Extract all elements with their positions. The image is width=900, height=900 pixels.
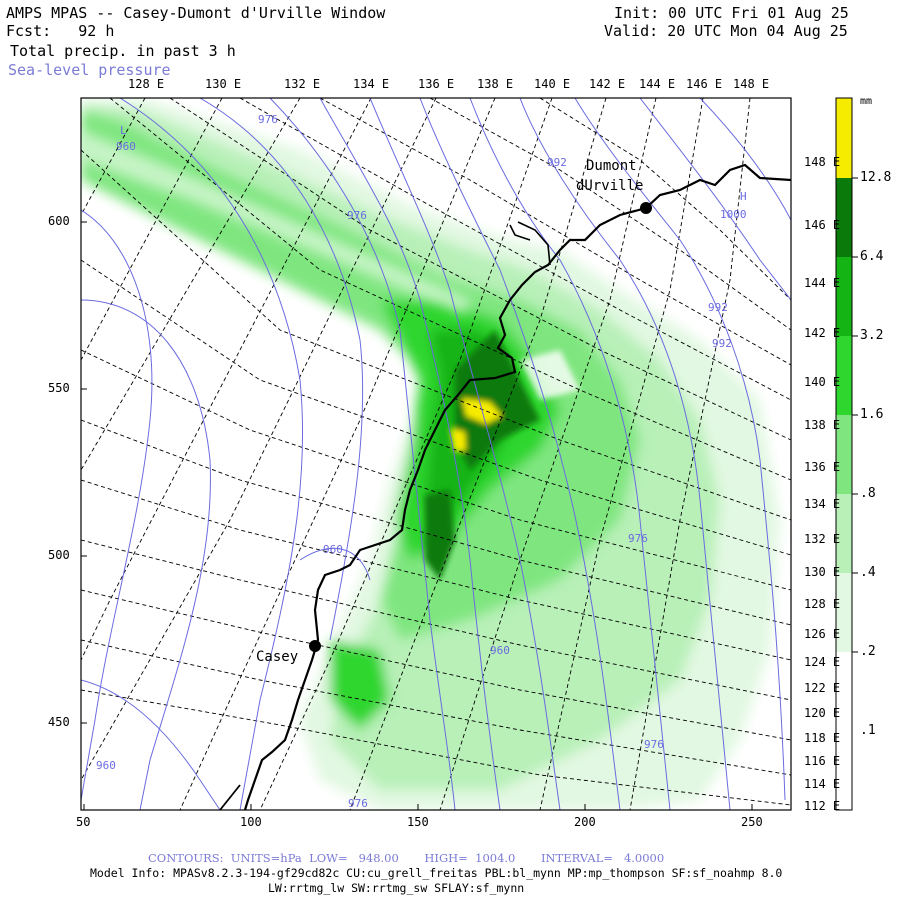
right-lon-label: 116 E	[804, 754, 841, 768]
y-tick-label: 450	[48, 715, 70, 729]
right-lon-label: 134 E	[804, 497, 841, 511]
top-lon-label: 138 E	[477, 77, 514, 91]
right-lon-label: 132 E	[804, 532, 841, 546]
top-lon-label: 134 E	[353, 77, 390, 91]
colorbar-level: 1.6	[860, 407, 884, 422]
right-lon-label: 124 E	[804, 655, 841, 669]
right-lon-label: 138 E	[804, 418, 841, 432]
colorbar-level: 12.8	[860, 170, 892, 185]
colorbar-level: 6.4	[860, 249, 884, 264]
right-lon-label: 128 E	[804, 597, 841, 611]
contour-label: 960	[116, 140, 136, 153]
right-lon-label: 120 E	[804, 706, 841, 720]
right-lon-label: 122 E	[804, 681, 841, 695]
right-lon-label: 148 E	[804, 155, 841, 169]
contour-label: 976	[347, 209, 367, 222]
right-lon-label: 140 E	[804, 375, 841, 389]
coastline	[243, 163, 791, 810]
right-lon-label: 118 E	[804, 731, 841, 745]
right-lon-label: 146 E	[804, 218, 841, 232]
x-tick-label: 100	[240, 815, 262, 829]
colorbar-level: .4	[860, 565, 876, 580]
station-label-dumont-line2: dUrville	[576, 178, 644, 194]
pressure-contours	[81, 98, 791, 810]
x-tick-label: 200	[574, 815, 596, 829]
y-tick-label: 500	[48, 548, 70, 562]
model-info-line2: LW:rrtmg_lw SW:rrtmg_sw SFLAY:sf_mynn	[268, 881, 525, 895]
contour-label: 976	[644, 738, 664, 751]
top-lon-label: 142 E	[589, 77, 626, 91]
contour-label: 992	[547, 156, 567, 169]
station-marker-casey	[309, 640, 321, 652]
valid-time: Valid: 20 UTC Mon 04 Aug 25	[604, 22, 848, 40]
contour-label: 960	[96, 759, 116, 772]
contour-label: 960	[323, 543, 343, 556]
right-lon-label: 142 E	[804, 326, 841, 340]
colorbar-level: .2	[860, 644, 876, 659]
right-lon-label: 130 E	[804, 565, 841, 579]
top-lon-label: 128 E	[128, 77, 165, 91]
pressure-center-label: L	[120, 124, 127, 137]
station-label-dumont: Dumont	[586, 158, 637, 174]
field-label: Total precip. in past 3 h	[10, 42, 236, 60]
map-title: AMPS MPAS -- Casey-Dumont d'Urville Wind…	[6, 4, 386, 22]
x-tick-label: 250	[741, 815, 763, 829]
top-lon-label: 130 E	[205, 77, 242, 91]
y-tick-label: 550	[48, 381, 70, 395]
x-tick-label: 50	[76, 815, 91, 829]
contour-label: 992	[712, 337, 732, 350]
colorbar-unit: mm	[860, 96, 873, 107]
graticule	[81, 98, 791, 810]
x-tick-label: 150	[407, 815, 429, 829]
station-label-casey: Casey	[256, 649, 299, 665]
contours-info: CONTOURS: UNITS=hPa LOW= 948.00 HIGH= 10…	[148, 851, 665, 865]
init-time: Init: 00 UTC Fri 01 Aug 25	[614, 4, 849, 22]
colorbar-level: 3.2	[860, 328, 884, 343]
station-marker-dumont	[640, 202, 652, 214]
contour-label: 976	[348, 797, 368, 810]
forecast-hour: Fcst: 92 h	[6, 22, 115, 40]
map-frame	[80, 97, 792, 811]
top-lon-label: 136 E	[418, 77, 455, 91]
contour-label: 992	[708, 301, 728, 314]
top-lon-label: 140 E	[534, 77, 571, 91]
right-lon-label: 112 E	[804, 799, 841, 813]
contour-label: 976	[258, 113, 278, 126]
right-lon-label: 136 E	[804, 460, 841, 474]
right-lon-label: 114 E	[804, 777, 841, 791]
top-lon-label: 144 E	[639, 77, 676, 91]
colorbar-level: .8	[860, 486, 876, 501]
top-lon-label: 146 E	[686, 77, 723, 91]
contour-label: 960	[490, 644, 510, 657]
y-tick-label: 600	[48, 214, 70, 228]
pressure-center-label: H	[740, 190, 747, 203]
contour-field-label: Sea-level pressure	[8, 61, 171, 79]
top-lon-label: 148 E	[733, 77, 770, 91]
colorbar	[835, 97, 858, 811]
contour-label: 1000	[720, 208, 747, 221]
colorbar-level: .1	[860, 723, 876, 738]
right-lon-label: 126 E	[804, 627, 841, 641]
top-lon-label: 132 E	[284, 77, 321, 91]
right-lon-label: 144 E	[804, 276, 841, 290]
contour-label: 976	[628, 532, 648, 545]
model-info: Model Info: MPASv8.2.3-194-gf29cd82c CU:…	[90, 866, 783, 880]
